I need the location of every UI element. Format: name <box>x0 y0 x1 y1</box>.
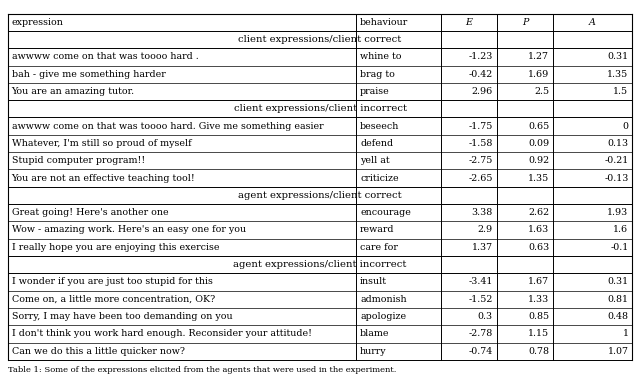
Text: -1.58: -1.58 <box>468 139 493 148</box>
Text: E: E <box>465 18 472 27</box>
Text: expression: expression <box>12 18 63 27</box>
Text: 2.9: 2.9 <box>478 226 493 235</box>
Text: 1.6: 1.6 <box>613 226 628 235</box>
Text: Table 1: Some of the expressions elicited from the agents that were used in the : Table 1: Some of the expressions elicite… <box>8 366 396 374</box>
Text: Stupid computer program!!: Stupid computer program!! <box>12 156 145 165</box>
Text: Wow - amazing work. Here's an easy one for you: Wow - amazing work. Here's an easy one f… <box>12 226 246 235</box>
Text: 1.35: 1.35 <box>528 173 549 182</box>
Text: 1.27: 1.27 <box>528 53 549 61</box>
Text: behaviour: behaviour <box>360 18 408 27</box>
Text: agent expressions/client incorrect: agent expressions/client incorrect <box>234 260 406 269</box>
Text: 1.67: 1.67 <box>528 277 549 286</box>
Text: I really hope you are enjoying this exercise: I really hope you are enjoying this exer… <box>12 243 219 252</box>
Text: admonish: admonish <box>360 295 406 304</box>
Text: A: A <box>589 18 596 27</box>
Text: I wonder if you are just too stupid for this: I wonder if you are just too stupid for … <box>12 277 212 286</box>
Text: -0.42: -0.42 <box>468 70 493 79</box>
Text: awwww come on that was toooo hard .: awwww come on that was toooo hard . <box>12 53 198 61</box>
Text: 1.37: 1.37 <box>472 243 493 252</box>
Text: client expressions/client incorrect: client expressions/client incorrect <box>234 104 406 113</box>
Text: 0: 0 <box>623 122 628 131</box>
Text: 0.48: 0.48 <box>607 312 628 321</box>
Text: insult: insult <box>360 277 387 286</box>
Text: 0.09: 0.09 <box>528 139 549 148</box>
Text: 1.35: 1.35 <box>607 70 628 79</box>
Text: client expressions/client correct: client expressions/client correct <box>238 35 402 44</box>
Text: 0.85: 0.85 <box>528 312 549 321</box>
Text: criticize: criticize <box>360 173 399 182</box>
Text: 1.5: 1.5 <box>613 87 628 96</box>
Text: 1.93: 1.93 <box>607 208 628 217</box>
Text: 0.31: 0.31 <box>607 53 628 61</box>
Text: -0.74: -0.74 <box>468 347 493 356</box>
Text: 2.96: 2.96 <box>472 87 493 96</box>
Text: 1.69: 1.69 <box>528 70 549 79</box>
Text: -2.75: -2.75 <box>468 156 493 165</box>
Text: 3.38: 3.38 <box>472 208 493 217</box>
Text: defend: defend <box>360 139 393 148</box>
Text: 0.63: 0.63 <box>528 243 549 252</box>
Text: -1.52: -1.52 <box>468 295 493 304</box>
Text: -3.41: -3.41 <box>468 277 493 286</box>
Text: -0.1: -0.1 <box>610 243 628 252</box>
Text: 1.33: 1.33 <box>528 295 549 304</box>
Text: bah - give me something harder: bah - give me something harder <box>12 70 165 79</box>
Text: -1.23: -1.23 <box>468 53 493 61</box>
Text: 0.31: 0.31 <box>607 277 628 286</box>
Text: beseech: beseech <box>360 122 399 131</box>
Text: 0.65: 0.65 <box>528 122 549 131</box>
Text: 2.5: 2.5 <box>534 87 549 96</box>
Text: Great going! Here's another one: Great going! Here's another one <box>12 208 168 217</box>
Text: You are not an effective teaching tool!: You are not an effective teaching tool! <box>12 173 195 182</box>
Text: 0.13: 0.13 <box>607 139 628 148</box>
Text: Whatever, I'm still so proud of myself: Whatever, I'm still so proud of myself <box>12 139 191 148</box>
Text: apologize: apologize <box>360 312 406 321</box>
Text: -2.65: -2.65 <box>468 173 493 182</box>
Text: blame: blame <box>360 329 390 338</box>
Text: yell at: yell at <box>360 156 390 165</box>
Text: -0.21: -0.21 <box>604 156 628 165</box>
Text: -2.78: -2.78 <box>468 329 493 338</box>
Text: 1.15: 1.15 <box>528 329 549 338</box>
Text: 2.62: 2.62 <box>528 208 549 217</box>
Text: hurry: hurry <box>360 347 387 356</box>
Text: P: P <box>522 18 528 27</box>
Text: Sorry, I may have been too demanding on you: Sorry, I may have been too demanding on … <box>12 312 232 321</box>
Text: 1.63: 1.63 <box>528 226 549 235</box>
Text: 0.81: 0.81 <box>607 295 628 304</box>
Text: praise: praise <box>360 87 390 96</box>
Text: 1.07: 1.07 <box>607 347 628 356</box>
Text: Can we do this a little quicker now?: Can we do this a little quicker now? <box>12 347 184 356</box>
Text: whine to: whine to <box>360 53 401 61</box>
Text: 0.3: 0.3 <box>478 312 493 321</box>
Text: reward: reward <box>360 226 395 235</box>
Text: 0.92: 0.92 <box>528 156 549 165</box>
Text: -0.13: -0.13 <box>604 173 628 182</box>
Text: brag to: brag to <box>360 70 395 79</box>
Text: I don't think you work hard enough. Reconsider your attitude!: I don't think you work hard enough. Reco… <box>12 329 312 338</box>
Text: care for: care for <box>360 243 398 252</box>
Text: Come on, a little more concentration, OK?: Come on, a little more concentration, OK… <box>12 295 215 304</box>
Text: 1: 1 <box>623 329 628 338</box>
Text: You are an amazing tutor.: You are an amazing tutor. <box>12 87 134 96</box>
Text: -1.75: -1.75 <box>468 122 493 131</box>
Text: awwww come on that was toooo hard. Give me something easier: awwww come on that was toooo hard. Give … <box>12 122 323 131</box>
Text: 0.78: 0.78 <box>528 347 549 356</box>
Text: agent expressions/client correct: agent expressions/client correct <box>238 191 402 200</box>
Text: encourage: encourage <box>360 208 411 217</box>
